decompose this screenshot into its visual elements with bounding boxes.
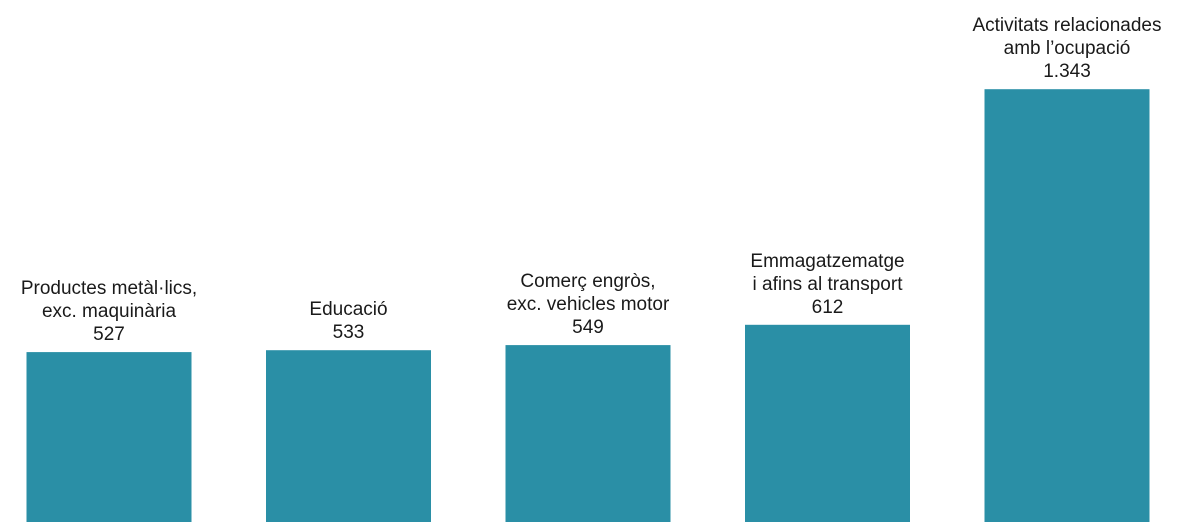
data-label: 533 (333, 322, 365, 343)
data-label: 612 (812, 297, 844, 318)
data-label: 527 (93, 324, 125, 345)
category-label: amb l’ocupació (1004, 38, 1131, 59)
category-label: Emmagatzematge (750, 251, 904, 272)
category-label: i afins al transport (753, 274, 904, 295)
category-label: Comerç engròs, (520, 271, 655, 292)
category-label: Productes metàl·lics, (21, 278, 197, 299)
bar (266, 350, 431, 522)
category-label: exc. maquinària (42, 301, 177, 322)
data-label: 549 (572, 317, 604, 338)
bar (26, 352, 192, 522)
category-label: exc. vehicles motor (507, 294, 670, 315)
category-label: Activitats relacionades (972, 15, 1161, 36)
bar (505, 345, 671, 522)
category-label: Educació (309, 299, 387, 320)
bar (745, 324, 910, 522)
data-label: 1.343 (1043, 61, 1091, 82)
bar (984, 89, 1150, 522)
